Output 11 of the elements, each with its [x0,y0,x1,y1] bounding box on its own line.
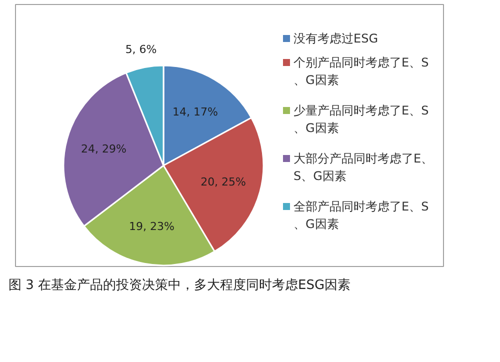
legend-label: 全部产品同时考虑了E、S、G因素 [294,200,429,231]
data-label: 14, 17% [172,106,218,119]
caption: 图 3 在基金产品的投资决策中，多大程度同时考虑ESG因素 [8,277,351,293]
legend-label: 没有考虑过ESG [294,32,378,46]
data-label: 20, 25% [200,175,246,188]
legend-label: 大部分产品同时考虑了E、S、G因素 [294,152,434,183]
legend-label: 个别产品同时考虑了E、S、G因素 [294,56,429,87]
legend-label: 少量产品同时考虑了E、S、G因素 [294,104,429,135]
data-label: 19, 23% [128,220,174,233]
data-label: 5, 6% [125,43,157,56]
data-label: 24, 29% [80,142,126,156]
